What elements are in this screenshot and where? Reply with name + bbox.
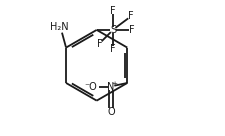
Text: +: + (111, 81, 117, 87)
Text: ⁻O: ⁻O (83, 82, 96, 92)
Text: F: F (110, 44, 115, 54)
Text: S: S (109, 25, 116, 35)
Text: F: F (127, 11, 133, 21)
Text: O: O (107, 106, 114, 117)
Text: F: F (110, 6, 115, 16)
Text: H₂N: H₂N (50, 22, 68, 32)
Text: F: F (129, 25, 134, 35)
Text: F: F (96, 38, 102, 49)
Text: N: N (107, 82, 114, 92)
